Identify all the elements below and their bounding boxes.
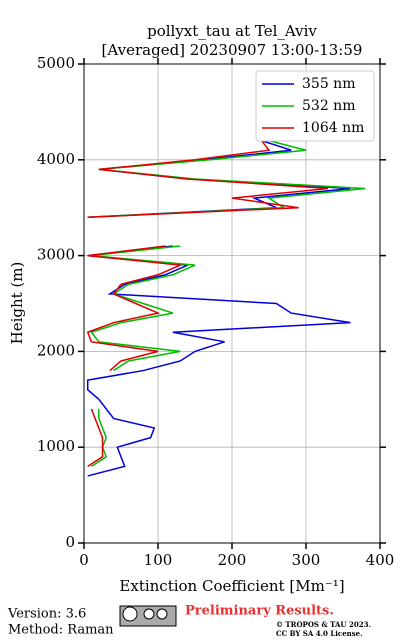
status: Preliminary Results. — [185, 604, 334, 619]
x-tick-label: 100 — [144, 551, 173, 569]
chart-subtitle: [Averaged] 20230907 13:00-13:59 — [102, 41, 363, 59]
chart-title: pollyxt_tau at Tel_Aviv — [147, 22, 317, 40]
badge-icon — [156, 608, 168, 620]
y-tick-label: 4000 — [37, 150, 75, 168]
license: CC BY SA 4.0 License. — [276, 629, 363, 638]
y-tick-label: 2000 — [37, 341, 75, 359]
method: Method: Raman — [8, 623, 114, 638]
x-axis-label: Extinction Coefficient [Mm⁻¹] — [119, 577, 344, 595]
y-tick-label: 5000 — [37, 54, 75, 72]
x-tick-label: 400 — [366, 551, 395, 569]
legend-label: 532 nm — [302, 98, 355, 114]
y-axis-label: Height (m) — [8, 262, 26, 345]
profile-line — [86, 140, 329, 467]
x-tick-label: 0 — [79, 551, 89, 569]
version: Version: 3.6 — [7, 607, 86, 622]
legend-label: 355 nm — [302, 76, 355, 92]
legend-box — [255, 70, 375, 142]
badge-icon — [122, 606, 138, 622]
legend-label: 1064 nm — [302, 120, 364, 136]
y-tick-label: 3000 — [37, 246, 75, 264]
x-tick-label: 300 — [292, 551, 321, 569]
y-tick-label: 1000 — [37, 437, 75, 455]
x-tick-label: 200 — [218, 551, 247, 569]
y-tick-label: 0 — [65, 533, 75, 551]
copyright: © TROPOS & TAU 2023. — [276, 620, 371, 629]
plot-frame — [83, 63, 381, 544]
badge-icon — [143, 608, 155, 620]
